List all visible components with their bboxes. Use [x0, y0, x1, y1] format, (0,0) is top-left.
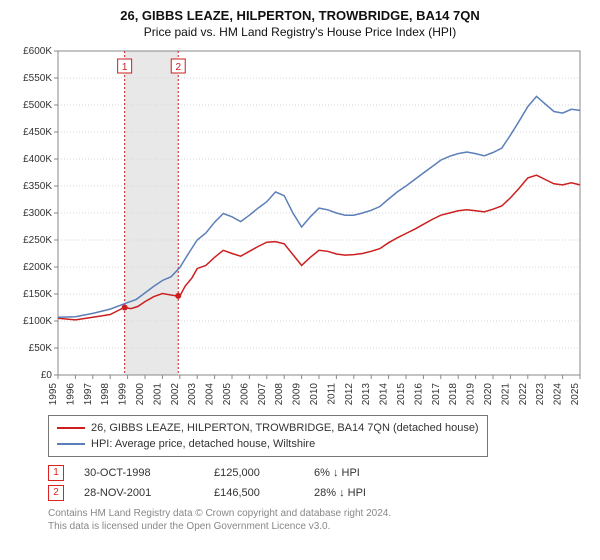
svg-text:£200K: £200K — [23, 262, 52, 273]
svg-text:£100K: £100K — [23, 316, 52, 327]
attribution-line: This data is licensed under the Open Gov… — [48, 520, 586, 533]
legend-item-hpi: HPI: Average price, detached house, Wilt… — [57, 436, 479, 452]
legend-swatch — [57, 427, 85, 429]
legend: 26, GIBBS LEAZE, HILPERTON, TROWBRIDGE, … — [48, 415, 488, 457]
svg-text:2011: 2011 — [326, 383, 337, 405]
svg-text:2001: 2001 — [152, 383, 163, 405]
svg-text:£50K: £50K — [29, 343, 53, 354]
svg-text:2023: 2023 — [535, 383, 546, 405]
svg-text:£600K: £600K — [23, 46, 52, 57]
svg-text:2005: 2005 — [222, 383, 233, 405]
svg-text:2008: 2008 — [274, 383, 285, 405]
svg-text:2016: 2016 — [413, 383, 424, 405]
svg-text:2020: 2020 — [483, 383, 494, 405]
page-subtitle: Price paid vs. HM Land Registry's House … — [14, 25, 586, 39]
svg-text:2017: 2017 — [431, 383, 442, 405]
svg-text:1998: 1998 — [100, 383, 111, 405]
svg-text:£300K: £300K — [23, 208, 52, 219]
svg-text:2012: 2012 — [344, 383, 355, 405]
svg-text:1996: 1996 — [65, 383, 76, 405]
sale-date: 28-NOV-2001 — [84, 483, 194, 503]
svg-text:2025: 2025 — [570, 383, 581, 405]
svg-text:2002: 2002 — [170, 383, 181, 405]
sale-marker-icon: 1 — [48, 465, 64, 481]
svg-text:2007: 2007 — [257, 383, 268, 405]
svg-text:2024: 2024 — [553, 383, 564, 405]
svg-text:2004: 2004 — [205, 383, 216, 405]
svg-text:£250K: £250K — [23, 235, 52, 246]
svg-text:1995: 1995 — [48, 383, 59, 405]
sale-diff: 28% ↓ HPI — [314, 483, 404, 503]
attribution-line: Contains HM Land Registry data © Crown c… — [48, 507, 586, 520]
svg-text:2000: 2000 — [135, 383, 146, 405]
svg-text:£350K: £350K — [23, 181, 52, 192]
price-chart: £0 £50K £100K £150K £200K £250K £300K £350K £400… — [14, 45, 586, 405]
legend-label: HPI: Average price, detached house, Wilt… — [91, 436, 315, 452]
svg-text:2013: 2013 — [361, 383, 372, 405]
legend-item-property: 26, GIBBS LEAZE, HILPERTON, TROWBRIDGE, … — [57, 420, 479, 436]
svg-text:2006: 2006 — [239, 383, 250, 405]
sale-date: 30-OCT-1998 — [84, 463, 194, 483]
attribution: Contains HM Land Registry data © Crown c… — [48, 507, 586, 533]
sale-price: £146,500 — [214, 483, 294, 503]
sale-row: 1 30-OCT-1998 £125,000 6% ↓ HPI — [48, 463, 586, 483]
svg-text:£400K: £400K — [23, 154, 52, 165]
sale-diff: 6% ↓ HPI — [314, 463, 404, 483]
svg-text:£450K: £450K — [23, 127, 52, 138]
sales-table: 1 30-OCT-1998 £125,000 6% ↓ HPI 2 28-NOV… — [48, 463, 586, 503]
svg-text:2015: 2015 — [396, 383, 407, 405]
svg-text:2022: 2022 — [518, 383, 529, 405]
svg-text:2003: 2003 — [187, 383, 198, 405]
svg-text:£0: £0 — [41, 370, 53, 381]
svg-text:1997: 1997 — [83, 383, 94, 405]
legend-label: 26, GIBBS LEAZE, HILPERTON, TROWBRIDGE, … — [91, 420, 479, 436]
svg-text:£150K: £150K — [23, 289, 52, 300]
svg-text:1: 1 — [122, 62, 128, 73]
svg-text:2021: 2021 — [500, 383, 511, 405]
page-title: 26, GIBBS LEAZE, HILPERTON, TROWBRIDGE, … — [14, 8, 586, 23]
legend-swatch — [57, 443, 85, 445]
svg-text:2018: 2018 — [448, 383, 459, 405]
svg-text:2019: 2019 — [466, 383, 477, 405]
svg-text:£500K: £500K — [23, 100, 52, 111]
svg-text:2010: 2010 — [309, 383, 320, 405]
svg-text:2014: 2014 — [379, 383, 390, 405]
svg-text:£550K: £550K — [23, 73, 52, 84]
sale-marker-icon: 2 — [48, 485, 64, 501]
svg-text:2009: 2009 — [292, 383, 303, 405]
sale-row: 2 28-NOV-2001 £146,500 28% ↓ HPI — [48, 483, 586, 503]
svg-text:2: 2 — [175, 62, 181, 73]
sale-price: £125,000 — [214, 463, 294, 483]
svg-text:1999: 1999 — [118, 383, 129, 405]
